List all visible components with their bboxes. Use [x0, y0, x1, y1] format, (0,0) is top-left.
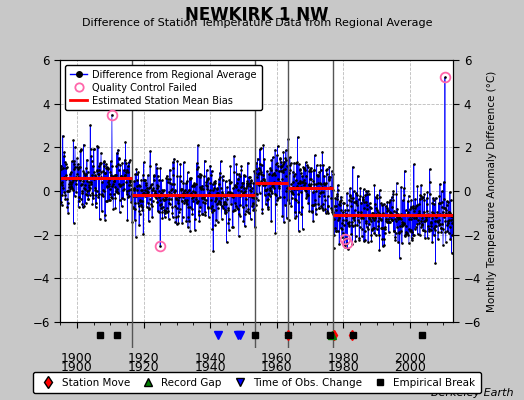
Text: 2000: 2000 — [394, 361, 426, 374]
Text: 1900: 1900 — [61, 361, 93, 374]
Text: 2000: 2000 — [394, 352, 426, 365]
Text: 1900: 1900 — [61, 352, 93, 365]
Legend: Difference from Regional Average, Quality Control Failed, Estimated Station Mean: Difference from Regional Average, Qualit… — [65, 65, 261, 110]
Text: 1940: 1940 — [194, 361, 226, 374]
Text: Difference of Station Temperature Data from Regional Average: Difference of Station Temperature Data f… — [82, 18, 432, 28]
Y-axis label: Monthly Temperature Anomaly Difference (°C): Monthly Temperature Anomaly Difference (… — [487, 70, 497, 312]
Text: Berkeley Earth: Berkeley Earth — [431, 388, 514, 398]
Text: NEWKIRK 1 NW: NEWKIRK 1 NW — [185, 6, 329, 24]
Text: 1960: 1960 — [261, 361, 292, 374]
Legend: Station Move, Record Gap, Time of Obs. Change, Empirical Break: Station Move, Record Gap, Time of Obs. C… — [33, 372, 481, 393]
Text: 1940: 1940 — [194, 352, 226, 365]
Text: 1920: 1920 — [128, 352, 159, 365]
Text: 1960: 1960 — [261, 352, 292, 365]
Text: 1980: 1980 — [328, 361, 359, 374]
Text: 1980: 1980 — [328, 352, 359, 365]
Text: 1920: 1920 — [128, 361, 159, 374]
